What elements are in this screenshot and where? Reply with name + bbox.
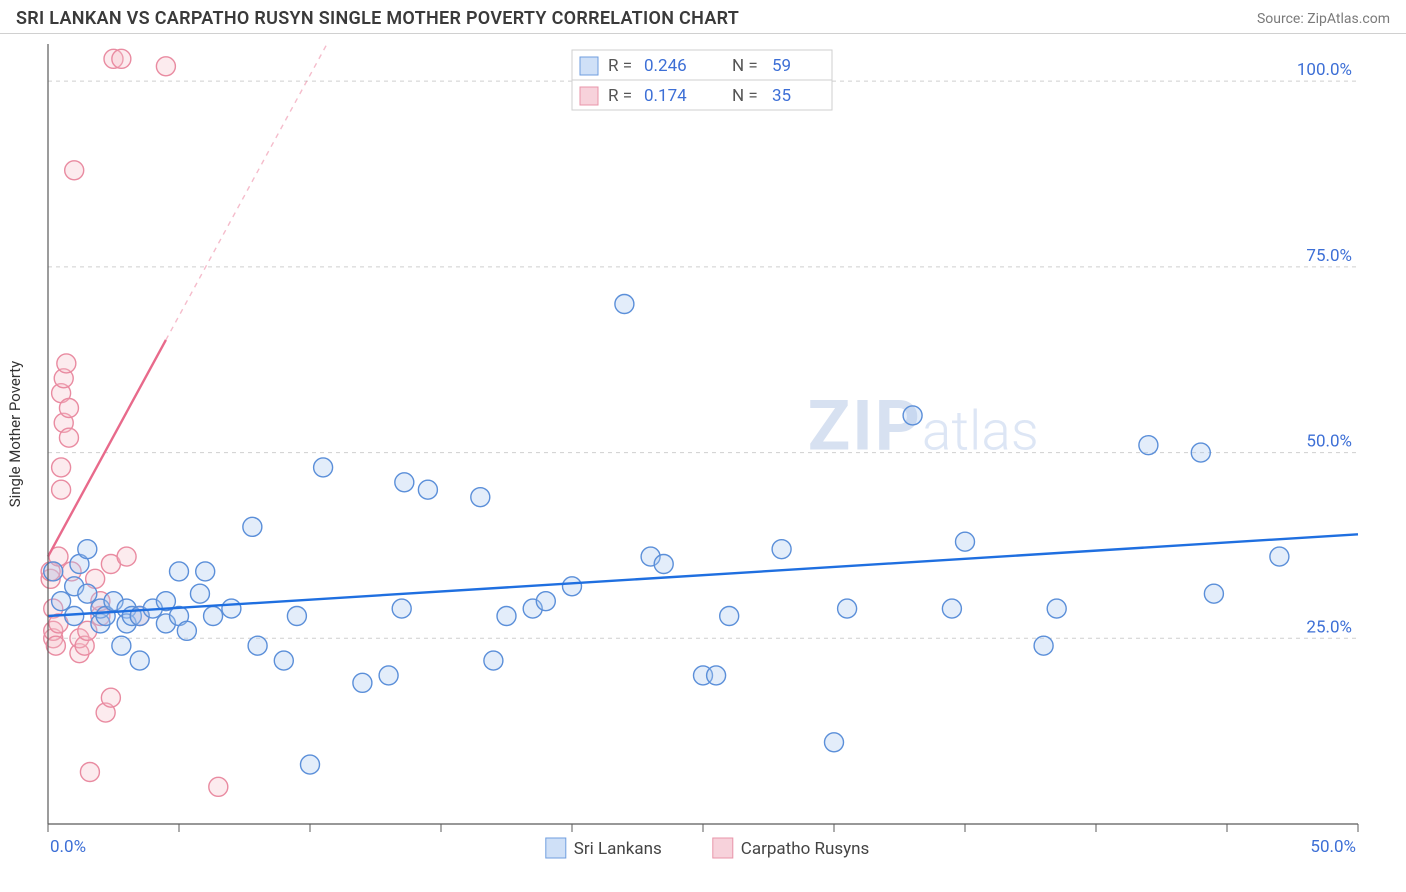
data-point <box>112 49 131 68</box>
data-point <box>1270 547 1289 566</box>
data-point <box>536 592 555 611</box>
legend-label: Carpatho Rusyns <box>741 839 870 859</box>
data-point <box>65 161 84 180</box>
trend-line-dash <box>166 44 327 340</box>
scatter-chart: 25.0% 50.0% 75.0% 100.0% ZIPatlas 0.0% 50.0% Si… <box>0 34 1406 884</box>
data-point <box>314 458 333 477</box>
watermark: ZIPatlas <box>808 386 1039 468</box>
data-point <box>720 607 739 626</box>
legend-swatch <box>580 87 598 105</box>
data-point <box>353 673 372 692</box>
y-grid-label: 75.0% <box>1306 246 1352 266</box>
trend-line <box>48 534 1358 616</box>
data-point <box>156 57 175 76</box>
data-point <box>117 547 136 566</box>
data-point <box>80 763 99 782</box>
data-point <box>209 777 228 796</box>
data-point <box>59 399 78 418</box>
data-point <box>942 599 961 618</box>
data-point <box>274 651 293 670</box>
x-tick-label: 0.0% <box>50 837 86 857</box>
data-point <box>418 480 437 499</box>
legend-label: Sri Lankans <box>574 839 662 859</box>
data-point <box>707 666 726 685</box>
data-point <box>222 599 241 618</box>
legend-n-label: N = <box>732 56 758 76</box>
y-grid-label: 100.0% <box>1297 60 1352 80</box>
legend-n-label: N = <box>732 86 758 106</box>
legend-n-value: 35 <box>772 86 791 106</box>
legend-r-label: R = <box>608 56 632 76</box>
data-point <box>497 607 516 626</box>
data-point <box>1139 436 1158 455</box>
data-point <box>52 592 71 611</box>
y-axis-title: Single Mother Poverty <box>6 361 24 508</box>
chart-source: Source: ZipAtlas.com <box>1257 11 1390 27</box>
data-point <box>52 458 71 477</box>
data-point <box>46 636 65 655</box>
data-point <box>395 473 414 492</box>
data-point <box>59 428 78 447</box>
data-point <box>204 607 223 626</box>
legend-r-value: 0.246 <box>644 56 687 76</box>
data-point <box>52 480 71 499</box>
data-point <box>243 517 262 536</box>
data-point <box>1034 636 1053 655</box>
legend-swatch <box>580 57 598 75</box>
data-point <box>1191 443 1210 462</box>
data-point <box>615 295 634 314</box>
data-point <box>78 540 97 559</box>
data-point <box>301 755 320 774</box>
data-point <box>65 607 84 626</box>
data-point <box>956 532 975 551</box>
data-point <box>78 584 97 603</box>
data-point <box>838 599 857 618</box>
data-point <box>130 651 149 670</box>
y-grid-label: 25.0% <box>1306 617 1352 637</box>
x-tick-label: 50.0% <box>1310 837 1356 857</box>
legend-swatch <box>546 838 566 858</box>
data-point <box>772 540 791 559</box>
data-point <box>471 488 490 507</box>
legend-r-value: 0.174 <box>644 86 687 106</box>
data-point <box>484 651 503 670</box>
legend-swatch <box>713 838 733 858</box>
data-point <box>392 599 411 618</box>
data-point <box>177 621 196 640</box>
data-point <box>1047 599 1066 618</box>
data-point <box>379 666 398 685</box>
data-point <box>190 584 209 603</box>
data-point <box>248 636 267 655</box>
data-point <box>825 733 844 752</box>
data-point <box>563 577 582 596</box>
chart-area: 25.0% 50.0% 75.0% 100.0% ZIPatlas 0.0% 50.0% Si… <box>0 34 1406 884</box>
legend-n-value: 59 <box>772 56 791 76</box>
data-point <box>196 562 215 581</box>
data-point <box>101 688 120 707</box>
data-point <box>1204 584 1223 603</box>
data-point <box>654 555 673 574</box>
y-grid-label: 50.0% <box>1306 432 1352 452</box>
data-point <box>112 636 131 655</box>
legend-r-label: R = <box>608 86 632 106</box>
chart-title: SRI LANKAN VS CARPATHO RUSYN SINGLE MOTH… <box>16 8 739 29</box>
data-point <box>170 562 189 581</box>
data-point <box>57 354 76 373</box>
data-point <box>903 406 922 425</box>
data-point <box>287 607 306 626</box>
data-point <box>44 562 63 581</box>
